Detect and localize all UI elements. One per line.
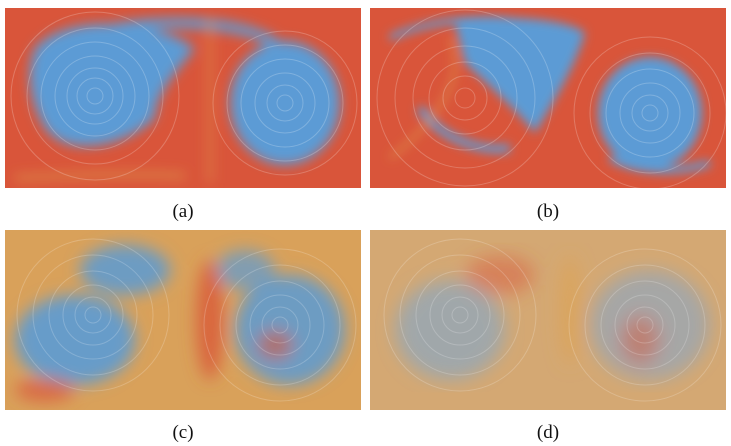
- panel-c-image: [5, 230, 361, 410]
- panel-d-image: [370, 230, 726, 410]
- panel-b-caption: (b): [370, 202, 726, 221]
- panel-c-caption: (c): [5, 423, 361, 442]
- panel-b-image: [370, 8, 726, 188]
- panel-a-image: [5, 8, 361, 188]
- panel-a-caption: (a): [5, 202, 361, 221]
- panel-d-caption: (d): [370, 423, 726, 442]
